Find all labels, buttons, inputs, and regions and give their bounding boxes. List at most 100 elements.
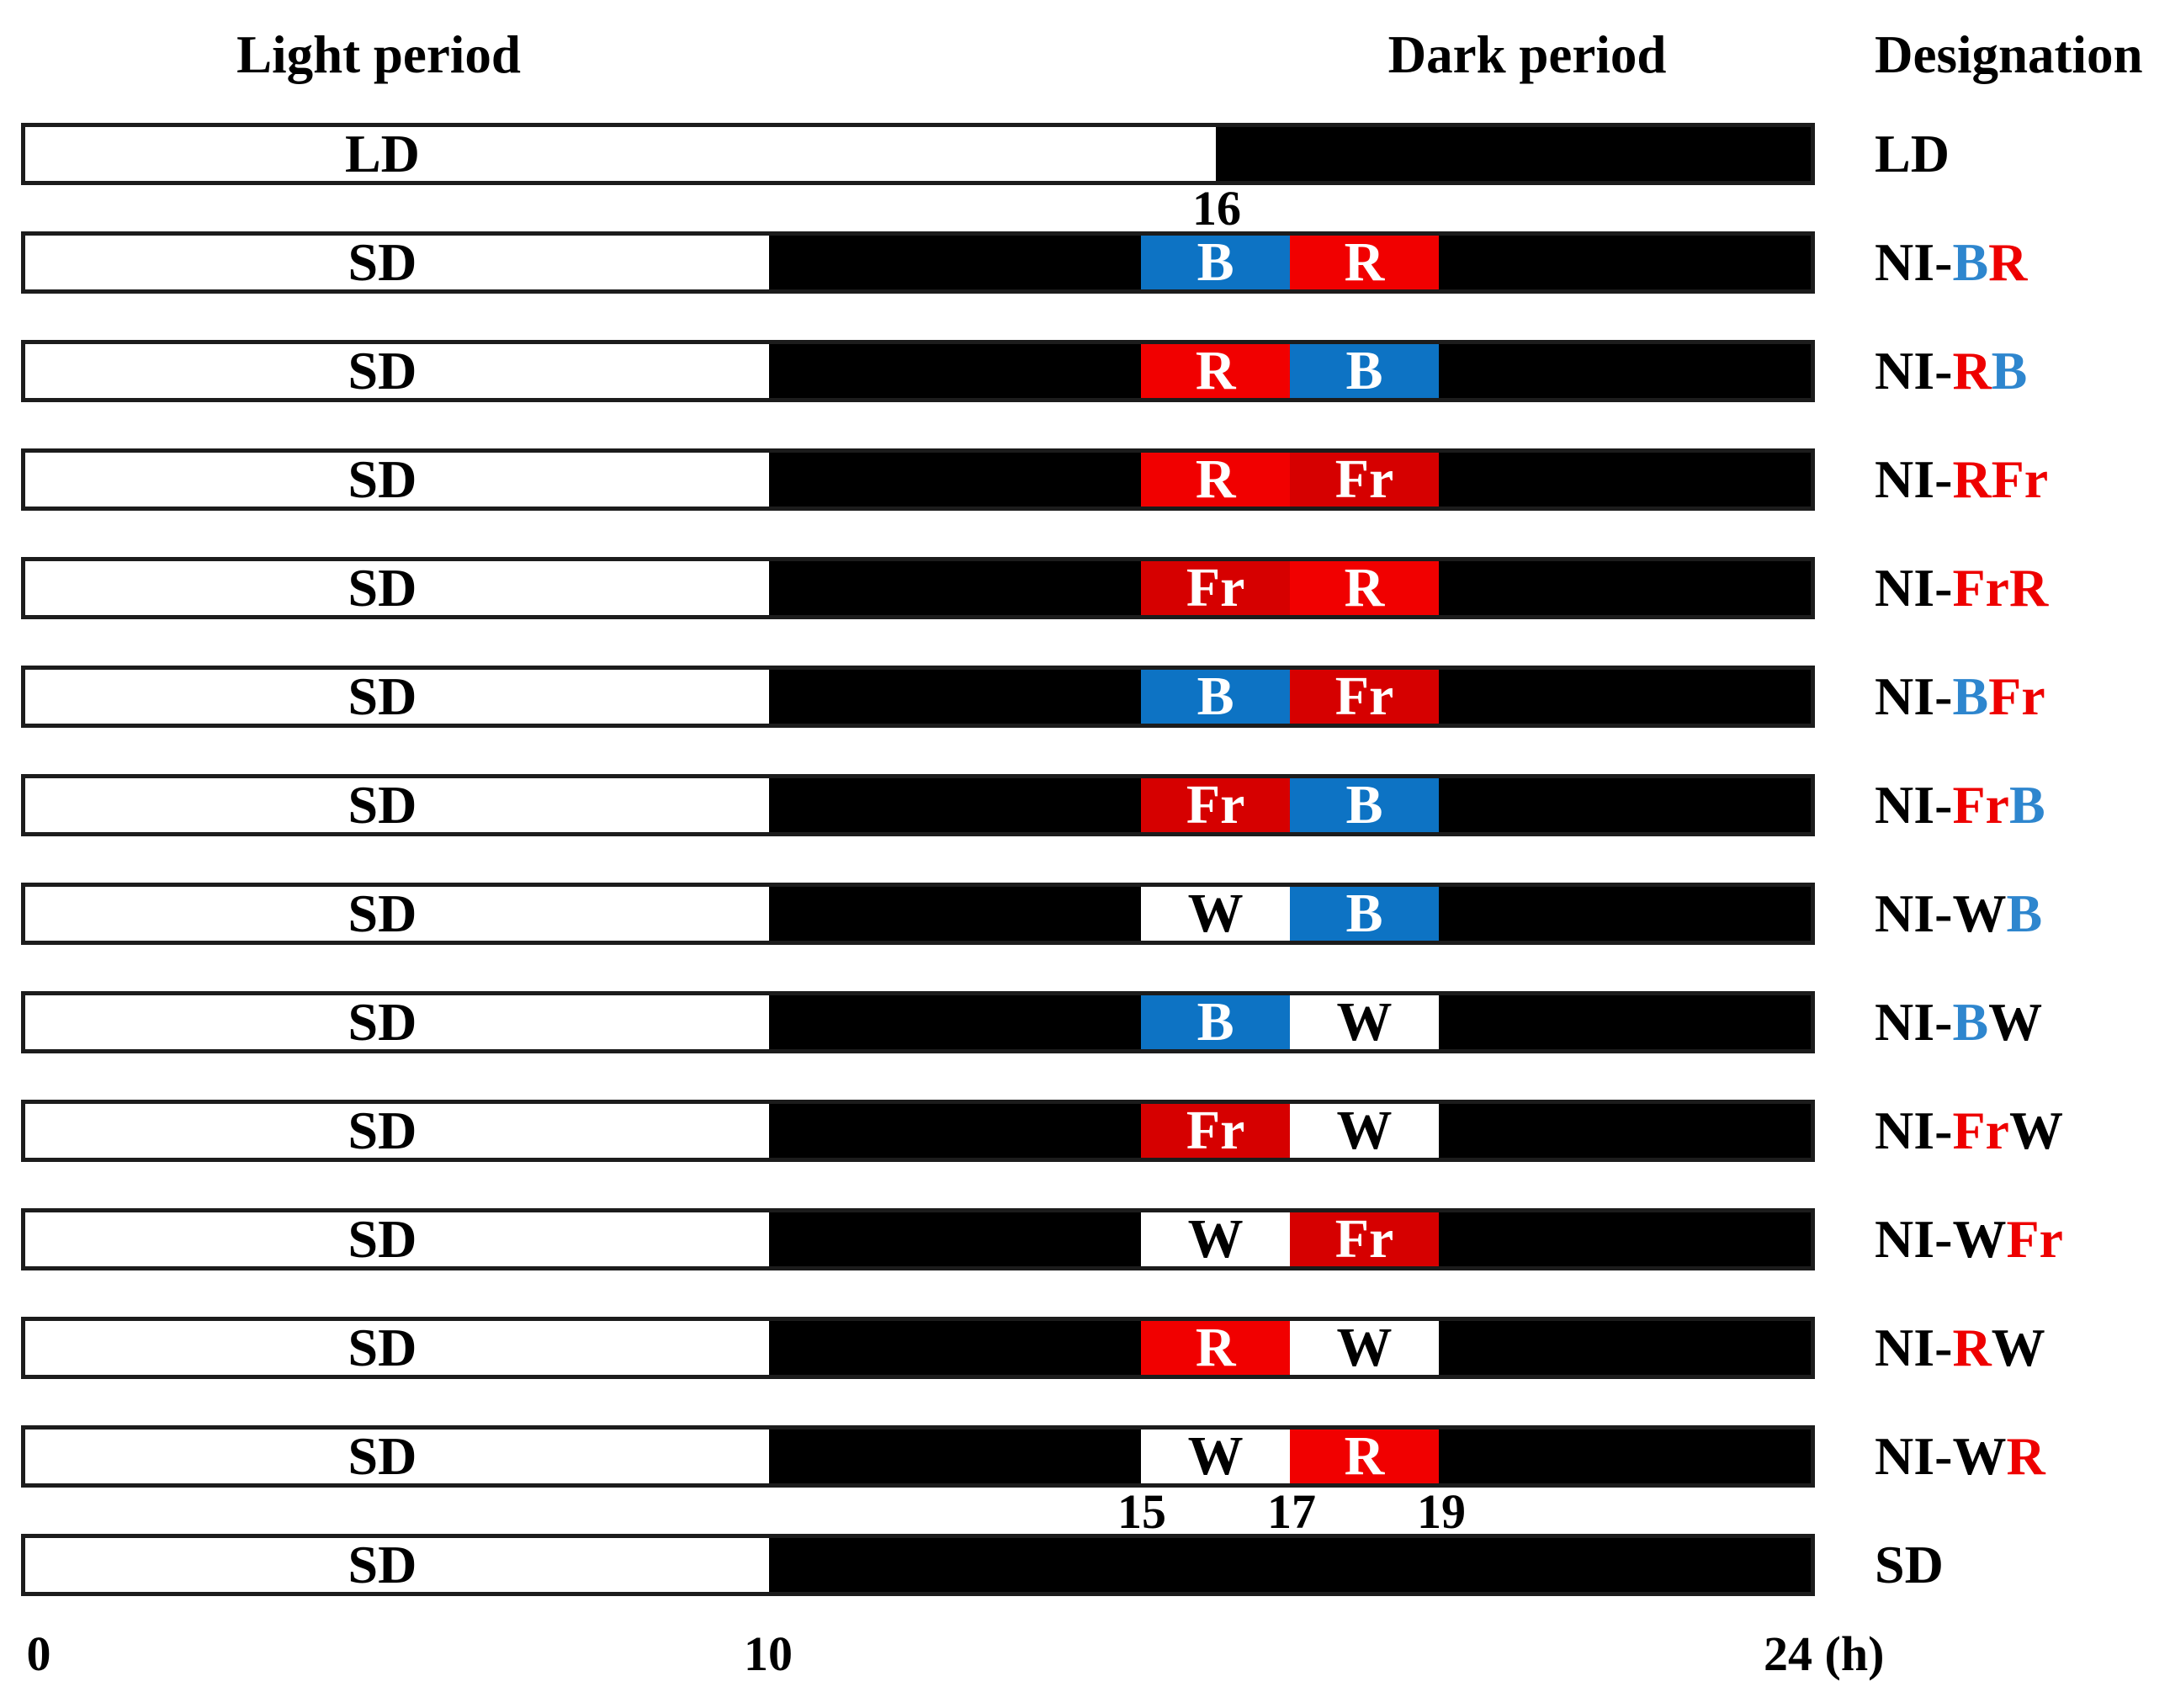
designation-part: W bbox=[1988, 992, 2043, 1052]
timeline-bar-sd: SD bbox=[21, 1534, 1815, 1596]
designation-part: R bbox=[2006, 1426, 2045, 1486]
designation-ni-frr: NI- Fr R bbox=[1875, 557, 2170, 619]
designation-ni-wfr: NI- W Fr bbox=[1875, 1208, 2170, 1270]
designation-part: W bbox=[1952, 1209, 2007, 1269]
timeline-bar-ni-rfr: R Fr SD bbox=[21, 448, 1815, 511]
designation-part: NI- bbox=[1875, 449, 1953, 509]
ni-segment-w: W bbox=[1290, 991, 1439, 1053]
designation-part: NI- bbox=[1875, 232, 1953, 292]
designation-part: R bbox=[1952, 341, 1992, 400]
designation-sd: SD bbox=[1875, 1534, 2170, 1596]
designation-part: Fr bbox=[1988, 666, 2045, 726]
designation-part: B bbox=[1991, 341, 2028, 400]
designation-part: Fr bbox=[1991, 449, 2049, 509]
designation-part: R bbox=[1952, 1318, 1992, 1377]
designation-ni-br: NI- B R bbox=[1875, 231, 2170, 294]
designation-part: NI- bbox=[1875, 341, 1953, 400]
ni-segment-fr: Fr bbox=[1141, 1100, 1291, 1161]
designation-ni-bfr: NI- B Fr bbox=[1875, 666, 2170, 728]
timeline-bar-ni-frb: Fr B SD bbox=[21, 774, 1815, 836]
designation-part: B bbox=[1952, 992, 1989, 1052]
timeline-bar-ni-wb: W B SD bbox=[21, 883, 1815, 945]
photoperiod-type-label: SD bbox=[348, 558, 417, 618]
ni-segment-b: B bbox=[1141, 666, 1291, 727]
ni-segment-r: R bbox=[1141, 340, 1291, 401]
designation-ni-rw: NI- R W bbox=[1875, 1317, 2170, 1379]
photoperiod-type-label: SD bbox=[348, 1426, 417, 1486]
photoperiod-type-label: SD bbox=[348, 666, 417, 726]
ni-segment-r: R bbox=[1290, 557, 1439, 618]
designation-ni-frb: NI- Fr B bbox=[1875, 774, 2170, 836]
ni-segment-fr: Fr bbox=[1290, 666, 1439, 727]
ni-segment-b: B bbox=[1290, 340, 1439, 401]
axis-label-hour-0: 0 bbox=[26, 1626, 51, 1681]
photoperiod-type-label: SD bbox=[348, 1209, 417, 1269]
designation-ld: LD bbox=[1875, 123, 2170, 185]
designation-part: NI- bbox=[1875, 666, 1953, 726]
timeline-bar-ni-frw: Fr W SD bbox=[21, 1100, 1815, 1162]
timeline-bar-ni-bw: B W SD bbox=[21, 991, 1815, 1053]
ni-segment-w: W bbox=[1290, 1317, 1439, 1378]
designation-part: W bbox=[1991, 1318, 2045, 1377]
designation-part: W bbox=[1952, 1426, 2007, 1486]
designation-ni-wr: NI- W R bbox=[1875, 1425, 2170, 1488]
designation-header: Designation bbox=[1875, 25, 2143, 84]
designation-part: Fr bbox=[2006, 1209, 2063, 1269]
timeline-bar-ld: LD bbox=[21, 123, 1815, 185]
designation-part: NI- bbox=[1875, 1426, 1953, 1486]
designation-part: B bbox=[1952, 666, 1989, 726]
designation-ni-wb: NI- W B bbox=[1875, 883, 2170, 945]
designation-part: B bbox=[2008, 775, 2045, 835]
designation-part: NI- bbox=[1875, 1101, 1953, 1160]
designation-ni-bw: NI- B W bbox=[1875, 991, 2170, 1053]
ni-segment-r: R bbox=[1290, 1425, 1439, 1487]
axis-label-hour-24: 24 (h) bbox=[1764, 1626, 1885, 1681]
photoperiod-type-label: SD bbox=[348, 1535, 417, 1594]
ni-segment-r: R bbox=[1290, 231, 1439, 293]
ni-segment-w: W bbox=[1141, 1425, 1291, 1487]
ni-segment-b: B bbox=[1290, 774, 1439, 835]
ni-segment-b: B bbox=[1141, 231, 1291, 293]
designation-part: NI- bbox=[1875, 992, 1953, 1052]
timeline-bar-ni-br: B R SD bbox=[21, 231, 1815, 294]
timeline-bar-ni-rw: R W SD bbox=[21, 1317, 1815, 1379]
photoperiod-type-label: SD bbox=[348, 775, 417, 835]
photoperiod-type-label: SD bbox=[348, 992, 417, 1052]
ni-segment-fr: Fr bbox=[1141, 557, 1291, 618]
axis-label-hour-10: 10 bbox=[744, 1626, 793, 1681]
ni-segment-fr: Fr bbox=[1290, 1208, 1439, 1270]
timeline-bar-ni-rb: R B SD bbox=[21, 340, 1815, 402]
ni-segment-r: R bbox=[1141, 448, 1291, 510]
photoperiod-type-label: SD bbox=[348, 1101, 417, 1160]
ni-segment-w: W bbox=[1290, 1100, 1439, 1161]
photoperiod-type-label: SD bbox=[348, 341, 417, 400]
photoperiod-type-label: SD bbox=[348, 1318, 417, 1377]
designation-part: R bbox=[1988, 232, 2028, 292]
ni-segment-fr: Fr bbox=[1290, 448, 1439, 510]
timeline-bar-ni-bfr: B Fr SD bbox=[21, 666, 1815, 728]
ld-end-hour-tick: 16 bbox=[1192, 181, 1241, 236]
photoperiod-type-label: LD bbox=[344, 124, 420, 183]
timeline-bar-ni-wr: W R SD bbox=[21, 1425, 1815, 1488]
timeline-bar-ni-frr: Fr R SD bbox=[21, 557, 1815, 619]
designation-part: NI- bbox=[1875, 883, 1953, 943]
ni-segment-w: W bbox=[1141, 883, 1291, 944]
designation-part: R bbox=[2008, 558, 2049, 618]
designation-part: W bbox=[2008, 1101, 2063, 1160]
designation-part: LD bbox=[1875, 124, 1950, 183]
timeline-bar-ni-wfr: W Fr SD bbox=[21, 1208, 1815, 1270]
designation-part: NI- bbox=[1875, 558, 1953, 618]
ni-segment-fr: Fr bbox=[1141, 774, 1291, 835]
light-period-header: Light period bbox=[236, 25, 521, 84]
ni-segment-r: R bbox=[1141, 1317, 1291, 1378]
ni-segment-b: B bbox=[1141, 991, 1291, 1053]
photoperiod-type-label: SD bbox=[348, 449, 417, 509]
ni-segment-b: B bbox=[1290, 883, 1439, 944]
photoperiod-type-label: SD bbox=[348, 232, 417, 292]
designation-ni-frw: NI- Fr W bbox=[1875, 1100, 2170, 1162]
designation-part: NI- bbox=[1875, 1209, 1953, 1269]
dark-period-header: Dark period bbox=[1387, 25, 1667, 84]
designation-part: NI- bbox=[1875, 1318, 1953, 1377]
designation-part: W bbox=[1952, 883, 2007, 943]
